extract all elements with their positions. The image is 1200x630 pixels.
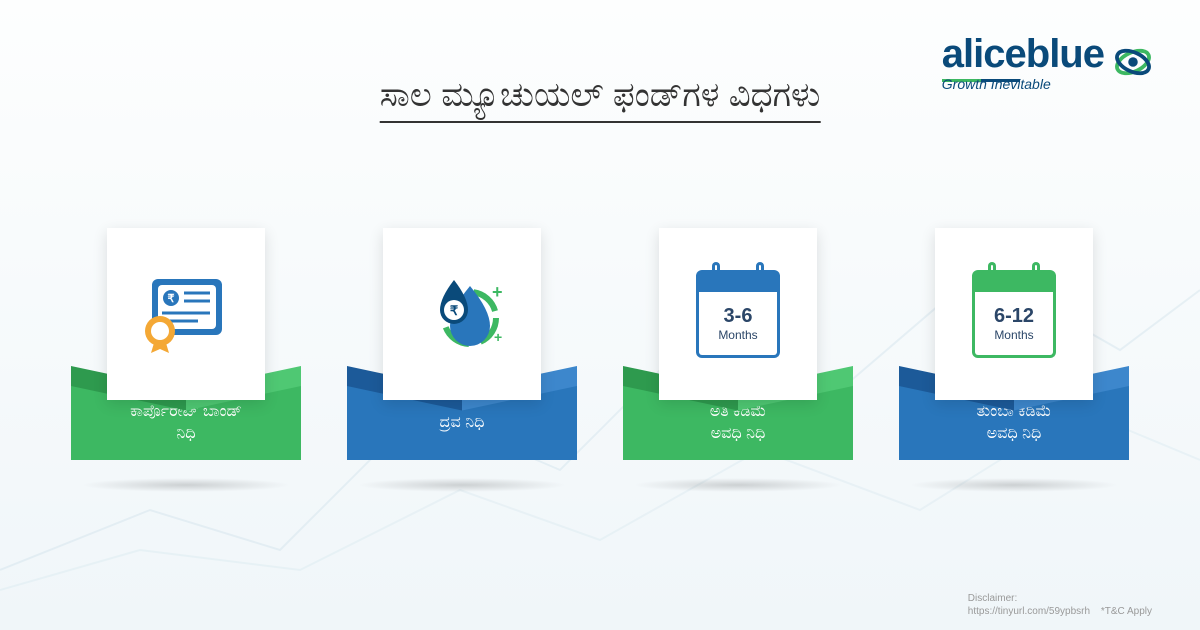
calendar-icon: 6-12 Months bbox=[972, 270, 1056, 358]
card-paper: 6-12 Months bbox=[935, 228, 1093, 400]
disclaimer-url: https://tinyurl.com/59ypbsrh bbox=[968, 606, 1090, 617]
bond-certificate-icon: ₹ bbox=[138, 273, 234, 355]
calendar-months-label: Months bbox=[994, 328, 1033, 342]
brand-logo: aliceblue Growth Inevitable bbox=[942, 32, 1152, 92]
disclaimer-text: Disclaimer: https://tinyurl.com/59ypbsrh… bbox=[968, 592, 1152, 618]
liquid-drop-icon: + + ₹ bbox=[414, 268, 510, 360]
card-paper: + + ₹ bbox=[383, 228, 541, 400]
card-ultra-short: 3-6 Months ಅತಿ ಕಡಿಮೆ ಅವಧಿ ನಿಧಿ bbox=[623, 228, 853, 492]
svg-text:+: + bbox=[492, 282, 503, 302]
logo-tagline: Growth Inevitable bbox=[942, 76, 1104, 92]
calendar-icon: 3-6 Months bbox=[696, 270, 780, 358]
logo-swirl-icon bbox=[1114, 43, 1152, 81]
calendar-range: 3-6 bbox=[724, 305, 753, 328]
card-liquid-fund: + + ₹ ದ್ರವ ನಿಧಿ bbox=[347, 228, 577, 492]
card-shadow bbox=[633, 478, 843, 492]
card-shadow bbox=[909, 478, 1119, 492]
card-paper: ₹ bbox=[107, 228, 265, 400]
cards-row: ₹ ಕಾರ್ಪೊರೇಟ್ ಬಾಂಡ್ ನಿಧಿ + + bbox=[0, 228, 1200, 492]
logo-wordmark: aliceblue bbox=[942, 32, 1104, 77]
svg-text:+: + bbox=[494, 329, 502, 345]
card-corporate-bond: ₹ ಕಾರ್ಪೊರೇಟ್ ಬಾಂಡ್ ನಿಧಿ bbox=[71, 228, 301, 492]
calendar-months-label: Months bbox=[718, 328, 757, 342]
svg-text:₹: ₹ bbox=[450, 303, 459, 318]
card-paper: 3-6 Months bbox=[659, 228, 817, 400]
tc-apply: *T&C Apply bbox=[1101, 606, 1152, 617]
card-shadow bbox=[357, 478, 567, 492]
disclaimer-label: Disclaimer: bbox=[968, 593, 1017, 604]
card-shadow bbox=[81, 478, 291, 492]
calendar-range: 6-12 bbox=[994, 305, 1034, 328]
svg-text:₹: ₹ bbox=[168, 293, 175, 305]
page-title: ಸಾಲ ಮ್ಯೂಚುಯಲ್ ಫಂಡ್‌ಗಳ ವಿಧಗಳು bbox=[380, 76, 821, 123]
card-low-duration: 6-12 Months ತುಂಬಾ ಕಡಿಮೆ ಅವಧಿ ನಿಧಿ bbox=[899, 228, 1129, 492]
